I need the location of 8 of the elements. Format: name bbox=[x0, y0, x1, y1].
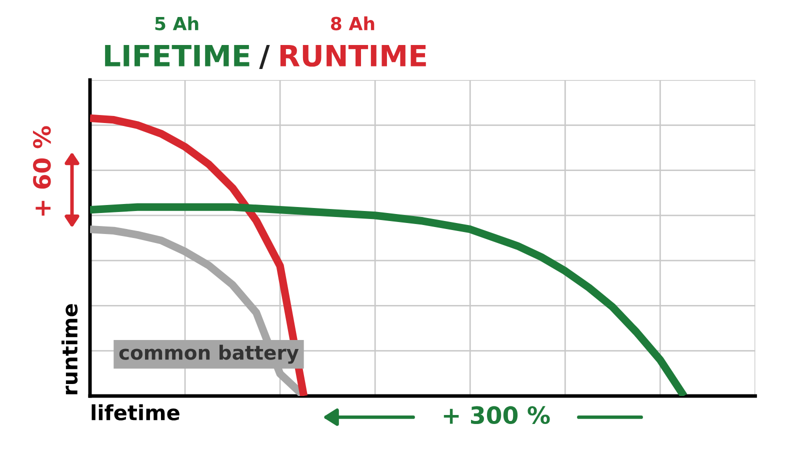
text: 5 Ah bbox=[155, 16, 198, 30]
chart-title: LIFETIME / RUNTIME bbox=[105, 44, 426, 69]
x-axis-title: lifetime bbox=[92, 404, 180, 420]
text: + 60 % bbox=[32, 126, 51, 216]
y-axis-title: runtime bbox=[62, 304, 78, 394]
text: + 300 % bbox=[444, 406, 550, 424]
text: 8 Ah bbox=[330, 16, 374, 30]
series-label: common battery bbox=[119, 344, 299, 364]
